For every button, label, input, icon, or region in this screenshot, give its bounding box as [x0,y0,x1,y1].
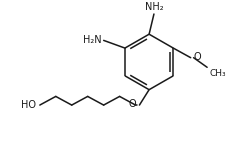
Text: NH₂: NH₂ [145,2,163,12]
Text: HO: HO [21,100,36,110]
Text: O: O [129,99,136,109]
Text: H₂N: H₂N [83,35,102,45]
Text: O: O [194,52,201,62]
Text: CH₃: CH₃ [209,69,226,78]
